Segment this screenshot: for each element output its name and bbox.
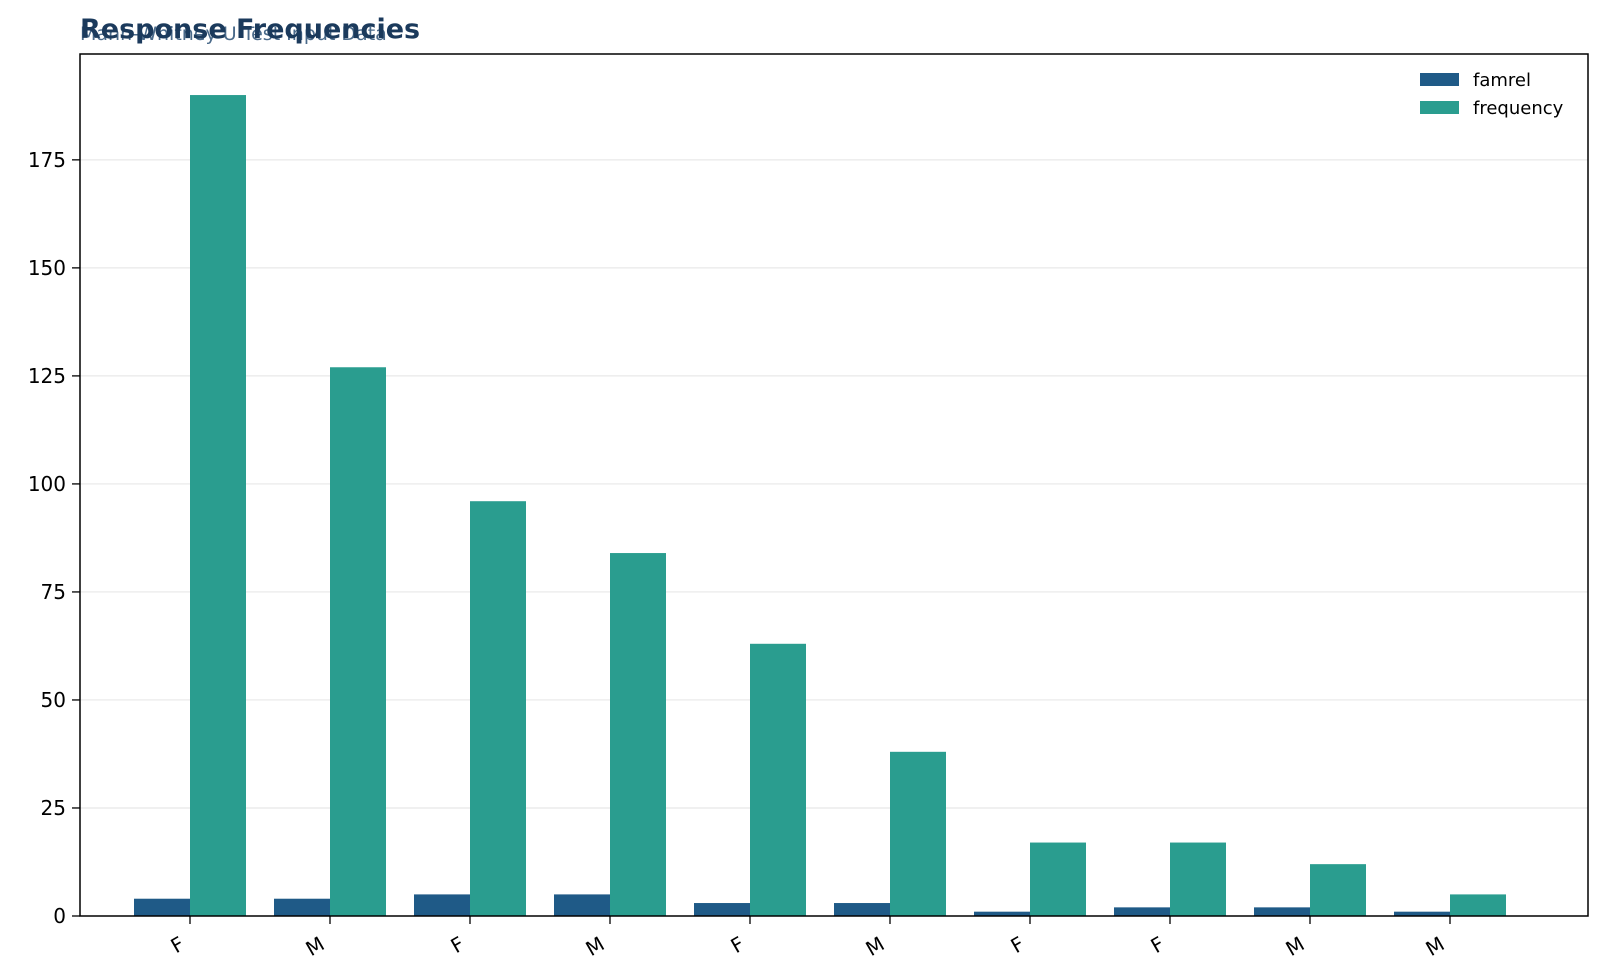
x-tick-label: M bbox=[1282, 932, 1309, 961]
legend-swatch-famrel bbox=[1420, 73, 1459, 86]
bars-layer bbox=[134, 95, 1506, 917]
x-tick-label: F bbox=[447, 932, 469, 959]
x-tick-label: F bbox=[167, 932, 189, 959]
bar-famrel bbox=[694, 903, 750, 916]
y-axis: 0 25 50 75 100 125 150 175 bbox=[28, 148, 80, 928]
y-tick-label: 25 bbox=[41, 796, 66, 820]
chart-title: Response Frequencies bbox=[80, 14, 420, 45]
x-tick-label: F bbox=[727, 932, 749, 959]
y-tick-label: 175 bbox=[28, 148, 66, 172]
x-tick-label: M bbox=[1422, 932, 1449, 961]
legend: famrel frequency bbox=[1420, 70, 1564, 119]
y-tick-label: 150 bbox=[28, 256, 66, 280]
bar-frequency bbox=[1170, 842, 1226, 916]
y-tick-label: 125 bbox=[28, 364, 66, 388]
y-tick-label: 75 bbox=[41, 580, 66, 604]
bar-famrel bbox=[1394, 911, 1450, 916]
bar-famrel bbox=[414, 894, 470, 916]
x-tick-label: F bbox=[1147, 932, 1169, 959]
x-tick-label: M bbox=[862, 932, 889, 961]
bar-famrel bbox=[274, 898, 330, 916]
bar-frequency bbox=[330, 367, 386, 916]
plot-frame bbox=[79, 53, 1589, 917]
bar-frequency bbox=[470, 501, 526, 916]
bar-frequency bbox=[750, 643, 806, 916]
x-tick-label: M bbox=[582, 932, 609, 961]
bar-famrel bbox=[134, 898, 190, 916]
bar-famrel bbox=[1254, 907, 1310, 916]
bar-famrel bbox=[974, 911, 1030, 916]
bar-frequency bbox=[890, 751, 946, 916]
legend-label-frequency: frequency bbox=[1473, 98, 1564, 119]
bar-frequency bbox=[1450, 894, 1506, 916]
bar-famrel bbox=[1114, 907, 1170, 916]
y-tick-label: 0 bbox=[53, 904, 66, 928]
legend-swatch-frequency bbox=[1420, 101, 1459, 114]
bar-frequency bbox=[190, 95, 246, 917]
bar-frequency bbox=[610, 553, 666, 916]
bar-frequency bbox=[1310, 864, 1366, 916]
x-tick-label: F bbox=[1007, 932, 1029, 959]
bar-famrel bbox=[834, 903, 890, 916]
grid-layer bbox=[80, 159, 1588, 809]
bar-frequency bbox=[1030, 842, 1086, 916]
bar-famrel bbox=[554, 894, 610, 916]
chart-subtitle: Mann-Whitney U Test Input Data bbox=[80, 23, 387, 45]
x-tick-label: M bbox=[302, 932, 329, 961]
legend-label-famrel: famrel bbox=[1473, 70, 1531, 91]
y-tick-label: 100 bbox=[28, 472, 66, 496]
y-tick-label: 50 bbox=[41, 688, 66, 712]
